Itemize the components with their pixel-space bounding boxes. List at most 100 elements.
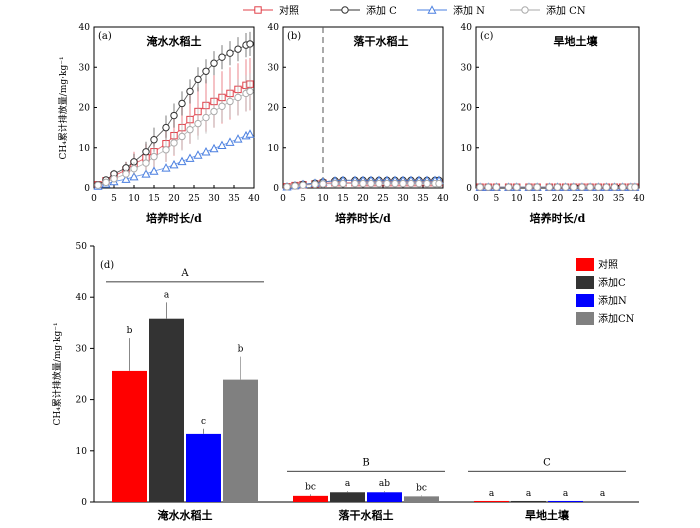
data-point <box>210 107 218 116</box>
bar <box>223 379 258 502</box>
x-axis-label: 培养时长/d <box>146 211 202 225</box>
panel-title: 落干水稻土 <box>354 34 409 48</box>
y-tick-label: 0 <box>273 184 279 194</box>
y-axis-label: CH₄累计排放量/mg·kg⁻¹ <box>57 56 69 159</box>
data-point <box>359 179 367 188</box>
bar <box>149 318 184 502</box>
data-point <box>170 111 178 120</box>
y-tick-label: 0 <box>466 184 472 194</box>
data-point <box>178 132 186 141</box>
data-point <box>331 179 339 188</box>
y-tick-label: 20 <box>461 104 473 114</box>
bar <box>404 496 439 502</box>
x-tick-label: 30 <box>208 194 220 204</box>
data-point <box>178 99 186 108</box>
y-tick-label: 20 <box>76 396 88 406</box>
data-point <box>162 146 170 154</box>
y-tick-label: 40 <box>76 293 88 303</box>
group-letter: B <box>362 457 369 468</box>
data-point <box>121 174 131 183</box>
data-point <box>142 148 150 156</box>
y-tick-label: 40 <box>268 23 280 33</box>
data-point <box>162 123 170 132</box>
bar <box>585 500 620 502</box>
x-tick-label: 25 <box>572 194 584 204</box>
data-point <box>246 87 254 96</box>
data-point <box>319 180 327 188</box>
x-tick-label: 5 <box>300 194 306 204</box>
bar <box>112 370 147 502</box>
data-point <box>170 139 178 147</box>
data-point <box>110 175 118 183</box>
group-letter: A <box>180 268 189 279</box>
y-tick-label: 50 <box>76 242 88 252</box>
panel-title: 旱地土壤 <box>554 34 599 48</box>
x-tick-label: 30 <box>593 194 605 204</box>
data-point <box>150 136 158 144</box>
x-category-label: 落干水稻土 <box>339 508 394 522</box>
bar <box>474 500 509 502</box>
x-tick-label: 35 <box>613 194 625 204</box>
data-point <box>193 150 203 159</box>
data-point <box>631 183 639 191</box>
y-tick-label: 30 <box>461 63 473 73</box>
legend-swatch <box>576 276 594 289</box>
data-point <box>311 180 319 189</box>
x-tick-label: 20 <box>552 194 564 204</box>
data-point <box>619 183 627 191</box>
data-point <box>391 179 399 188</box>
x-tick-label: 15 <box>148 194 160 204</box>
data-point <box>578 183 586 191</box>
data-point <box>399 179 407 188</box>
x-tick-label: 0 <box>473 194 479 204</box>
data-point <box>561 183 570 191</box>
x-tick-label: 0 <box>91 194 97 204</box>
data-point <box>533 183 541 191</box>
x-tick-label: 10 <box>128 194 140 204</box>
legend-swatch <box>576 258 594 271</box>
bar <box>330 492 365 502</box>
x-tick-label: 40 <box>248 194 260 204</box>
data-point <box>375 179 383 188</box>
significance-letter: ab <box>379 479 390 489</box>
legend-marker <box>254 6 262 14</box>
significance-letter: a <box>600 489 606 499</box>
data-point <box>185 153 195 162</box>
y-tick-label: 10 <box>76 447 88 457</box>
x-tick-label: 35 <box>228 194 240 204</box>
group-letter: C <box>543 457 551 468</box>
x-tick-label: 25 <box>188 194 200 204</box>
significance-letter: a <box>563 489 569 499</box>
legend-swatch <box>576 312 594 325</box>
data-point <box>423 179 431 188</box>
bar-panel: 0 10 20 30 40 50 CH₄累计排放量/mg·kg⁻¹ (d) 淹水水稻土 Ab a c b… <box>51 242 639 522</box>
x-tick-label: 40 <box>633 194 645 204</box>
x-tick-label: 15 <box>531 194 543 204</box>
data-point <box>202 113 210 122</box>
y-tick-label: 10 <box>461 144 473 154</box>
legend-label: 添加 CN <box>546 4 586 17</box>
data-point <box>283 183 291 191</box>
data-point <box>186 87 194 96</box>
data-point <box>209 143 219 153</box>
data-point <box>150 152 158 161</box>
data-point <box>202 67 210 75</box>
data-point <box>102 178 110 187</box>
data-point <box>201 147 211 156</box>
x-tick-label: 35 <box>417 194 429 204</box>
legend-swatch <box>576 294 594 307</box>
data-point <box>225 137 235 146</box>
bar <box>186 433 221 502</box>
series-4 <box>94 73 254 189</box>
y-tick-label: 20 <box>79 104 91 114</box>
data-point <box>383 179 391 188</box>
data-point <box>141 169 151 178</box>
data-point <box>525 183 533 191</box>
legend-marker <box>521 6 529 14</box>
significance-letter: bc <box>305 482 316 492</box>
significance-letter: a <box>164 290 170 300</box>
data-point <box>226 97 234 106</box>
data-point <box>586 183 594 191</box>
legend-label: 添加 N <box>453 4 485 17</box>
legend-marker <box>427 5 437 14</box>
